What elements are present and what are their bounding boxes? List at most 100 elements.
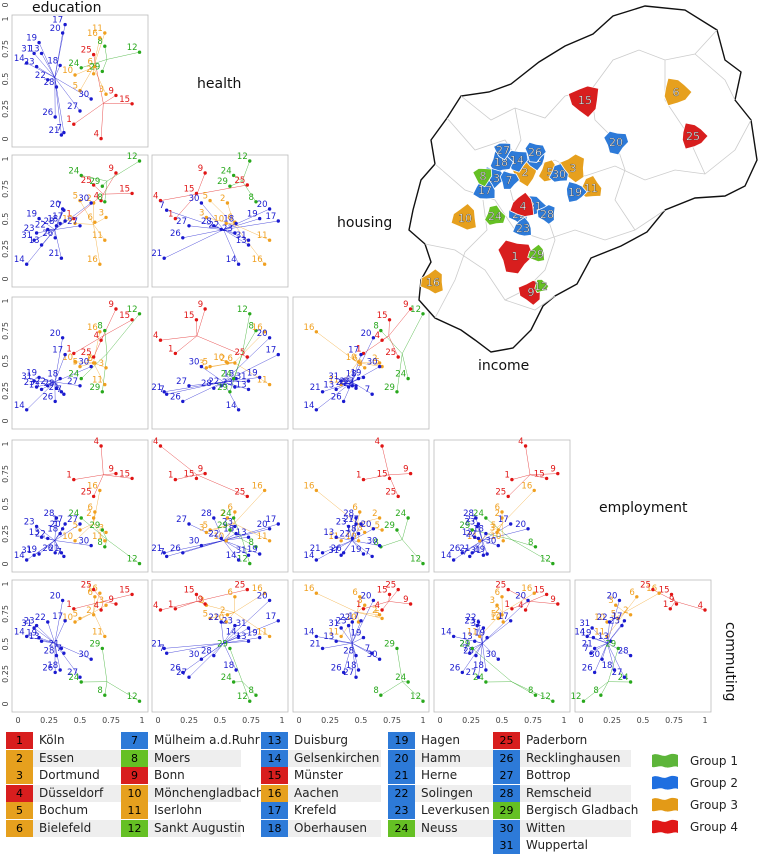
point-city-31 — [247, 379, 250, 382]
map-label-city-3: 3 — [570, 162, 577, 175]
point-city-22 — [477, 537, 480, 540]
point-city-19 — [258, 636, 261, 639]
point-city-9 — [409, 472, 412, 475]
point-label-city-31: 31 — [471, 546, 482, 556]
point-label-city-20: 20 — [257, 591, 268, 601]
point-label-city-4: 4 — [698, 601, 703, 611]
point-city-8 — [103, 45, 106, 48]
point-label-city-9: 9 — [109, 595, 114, 605]
point-city-12 — [421, 562, 424, 565]
point-label-city-23: 23 — [222, 617, 233, 627]
point-city-1 — [72, 123, 75, 126]
legend-swatch: 17 — [261, 802, 288, 819]
legend-city-name: Herne — [421, 767, 457, 784]
point-city-9 — [203, 171, 206, 174]
point-label-city-12: 12 — [127, 152, 138, 162]
point-city-26 — [181, 400, 184, 403]
point-label-city-15: 15 — [119, 585, 130, 595]
point-label-city-29: 29 — [89, 383, 100, 393]
point-label-city-19: 19 — [474, 629, 485, 639]
label-health: health — [197, 76, 241, 92]
point-city-1 — [174, 478, 177, 481]
point-label-city-31: 31 — [328, 372, 339, 382]
x-tick-label: 0.75 — [242, 716, 260, 725]
legend-swatch: 18 — [261, 820, 288, 837]
point-label-city-26: 26 — [170, 544, 181, 554]
point-city-25 — [92, 53, 95, 56]
point-label-city-16: 16 — [304, 323, 315, 333]
point-city-12 — [138, 159, 141, 162]
point-label-city-28: 28 — [44, 647, 55, 657]
point-label-city-2: 2 — [372, 509, 377, 519]
y-tick-label: 1 — [1, 16, 10, 21]
point-label-city-28: 28 — [463, 509, 474, 519]
point-label-city-31: 31 — [328, 619, 339, 629]
point-city-23 — [35, 525, 38, 528]
point-label-city-3: 3 — [99, 85, 104, 95]
point-city-7 — [165, 209, 168, 212]
x-tick-label: 0 — [15, 716, 20, 725]
point-label-city-2: 2 — [86, 606, 91, 616]
map-label-city-30: 30 — [552, 168, 566, 181]
point-label-city-10: 10 — [213, 353, 224, 363]
point-city-20 — [61, 336, 64, 339]
point-city-28 — [212, 654, 215, 657]
point-label-city-25: 25 — [81, 487, 92, 497]
point-city-27 — [354, 522, 357, 525]
point-city-23 — [233, 385, 236, 388]
x-tick-label: 0.25 — [321, 716, 339, 725]
point-city-9 — [556, 472, 559, 475]
point-label-city-19: 19 — [581, 629, 592, 639]
x-tick-label: 0 — [296, 716, 301, 725]
point-city-27 — [354, 676, 357, 679]
point-city-22 — [220, 537, 223, 540]
point-label-city-8: 8 — [528, 686, 533, 696]
y-tick-label: 0.75 — [1, 322, 10, 340]
map-label-city-10: 10 — [458, 212, 472, 225]
point-city-28 — [212, 387, 215, 390]
legend-city-name: Bielefeld — [39, 820, 91, 837]
point-label-city-27: 27 — [67, 515, 78, 525]
map-label-city-24: 24 — [488, 210, 502, 223]
point-label-city-8: 8 — [373, 686, 378, 696]
y-tick-label: 0 — [1, 418, 10, 423]
point-label-city-20: 20 — [257, 520, 268, 530]
point-label-city-30: 30 — [78, 358, 89, 368]
point-label-city-25: 25 — [81, 348, 92, 358]
point-label-city-5: 5 — [375, 521, 380, 531]
point-city-17 — [359, 353, 362, 356]
point-label-city-18: 18 — [47, 370, 58, 380]
point-label-city-28: 28 — [343, 647, 354, 657]
point-city-27 — [187, 224, 190, 227]
point-label-city-15: 15 — [119, 184, 130, 194]
point-city-28 — [474, 516, 477, 519]
point-label-city-12: 12 — [237, 152, 248, 162]
point-city-18 — [484, 532, 487, 535]
point-city-13 — [335, 536, 338, 539]
point-label-city-9: 9 — [550, 595, 555, 605]
point-label-city-12: 12 — [410, 692, 421, 702]
point-city-31 — [247, 239, 250, 242]
point-label-city-12: 12 — [127, 692, 138, 702]
point-label-city-21: 21 — [151, 249, 162, 259]
point-label-city-11: 11 — [92, 532, 103, 542]
point-city-14 — [237, 558, 240, 561]
point-city-10 — [502, 539, 505, 542]
legend-swatch: 15 — [261, 767, 288, 784]
point-label-city-30: 30 — [189, 650, 200, 660]
point-label-city-6: 6 — [227, 588, 232, 598]
point-label-city-6: 6 — [87, 503, 92, 513]
point-city-12 — [138, 700, 141, 703]
point-city-30 — [89, 658, 92, 661]
panel-income-vs-employment: 1234567891011121314151617181920212223242… — [434, 437, 570, 572]
point-city-4 — [99, 137, 102, 140]
point-label-city-1: 1 — [504, 471, 509, 481]
point-city-15 — [388, 593, 391, 596]
point-label-city-30: 30 — [78, 194, 89, 204]
point-city-29 — [228, 647, 231, 650]
